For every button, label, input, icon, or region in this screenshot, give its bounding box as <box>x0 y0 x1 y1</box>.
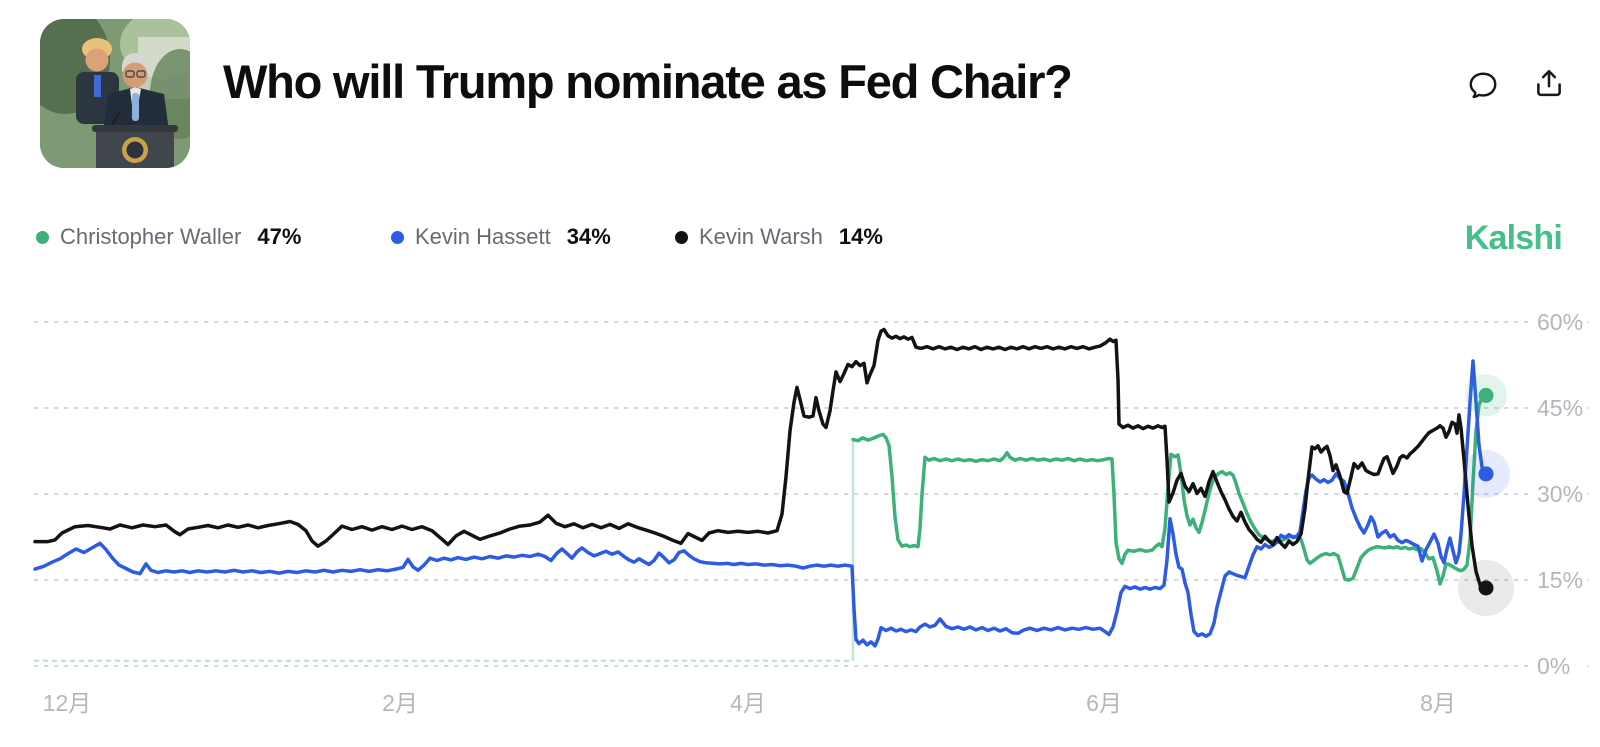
x-tick-label: 8月 <box>1420 690 1456 716</box>
legend-value: 47% <box>257 224 302 249</box>
series-line-christopher-waller <box>851 393 1485 586</box>
event-thumbnail-image <box>40 19 190 168</box>
speech-bubble-icon <box>1469 72 1497 98</box>
chart-legend: Christopher Waller 47% Kevin Hassett 34%… <box>0 224 1600 254</box>
y-tick-label-bg <box>1531 651 1587 681</box>
warsh-series-dot-icon <box>675 230 688 244</box>
y-tick-label-bg <box>1531 307 1587 337</box>
y-tick-label: 60% <box>1537 309 1583 335</box>
legend-name: Christopher Waller <box>60 224 242 249</box>
legend-value: 14% <box>838 224 883 249</box>
waller-series-dot-icon <box>36 230 49 244</box>
legend-value: 34% <box>566 224 611 249</box>
end-dot-christopher-waller <box>1478 387 1494 403</box>
end-dot-kevin-hassett <box>1478 466 1494 482</box>
share-button[interactable] <box>1530 66 1568 104</box>
x-tick-label: 4月 <box>730 690 766 716</box>
legend-name: Kevin Hassett <box>415 224 551 249</box>
y-tick-label: 30% <box>1537 481 1583 507</box>
x-tick-label: 6月 <box>1086 690 1122 716</box>
page-title: Who will Trump nominate as Fed Chair? <box>223 55 1073 108</box>
share-icon <box>1537 69 1561 96</box>
end-dot-kevin-warsh <box>1478 580 1494 596</box>
y-tick-label: 45% <box>1537 395 1583 421</box>
legend-name: Kevin Warsh <box>699 224 823 249</box>
x-tick-label: 12月 <box>43 690 92 716</box>
event-thumbnail <box>40 19 190 168</box>
comment-button[interactable] <box>1464 68 1502 106</box>
y-tick-label: 0% <box>1537 653 1570 679</box>
kalshi-logo: Kalshi <box>1464 219 1563 257</box>
y-tick-label-bg <box>1531 565 1587 595</box>
series-line-kevin-hassett <box>33 359 1485 648</box>
legend-item-kevin-hassett[interactable]: Kevin Hassett 34% <box>391 224 611 250</box>
x-tick-label: 2月 <box>382 690 418 716</box>
legend-item-christopher-waller[interactable]: Christopher Waller 47% <box>36 224 301 250</box>
legend-item-kevin-warsh[interactable]: Kevin Warsh 14% <box>675 224 883 250</box>
series-line-kevin-warsh <box>33 327 1485 590</box>
y-tick-label: 15% <box>1537 567 1583 593</box>
y-tick-label-bg <box>1531 393 1587 423</box>
hassett-series-dot-icon <box>391 230 404 244</box>
y-tick-label-bg <box>1531 479 1587 509</box>
